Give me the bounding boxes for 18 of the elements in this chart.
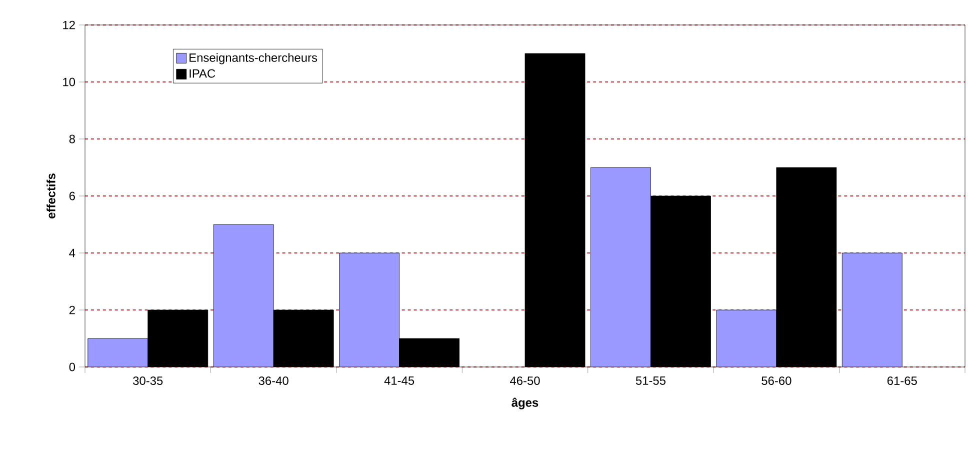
y-tick-label: 0 (69, 362, 76, 372)
x-tick-label: 51-55 (636, 376, 666, 385)
x-tick-label: 36-40 (258, 376, 288, 385)
y-tick-label: 10 (63, 78, 76, 86)
y-axis-title: effectifs (46, 174, 56, 218)
legend-label: IPAC (190, 69, 216, 78)
y-tick-label: 12 (63, 20, 75, 30)
x-tick-label: 30-35 (133, 376, 163, 385)
legend-label: Enseignants-chercheurs (190, 53, 318, 64)
y-tick-label: 8 (69, 134, 75, 144)
x-axis-title: âges (512, 398, 538, 410)
y-tick-label: 6 (69, 192, 75, 200)
x-tick-label: 56-60 (762, 376, 792, 385)
y-tick-label: 2 (69, 306, 75, 314)
x-tick-label: 61-65 (887, 376, 917, 385)
y-tick-label: 4 (69, 248, 76, 258)
x-tick-label: 46-50 (510, 376, 540, 385)
x-tick-label: 41-45 (384, 376, 414, 385)
